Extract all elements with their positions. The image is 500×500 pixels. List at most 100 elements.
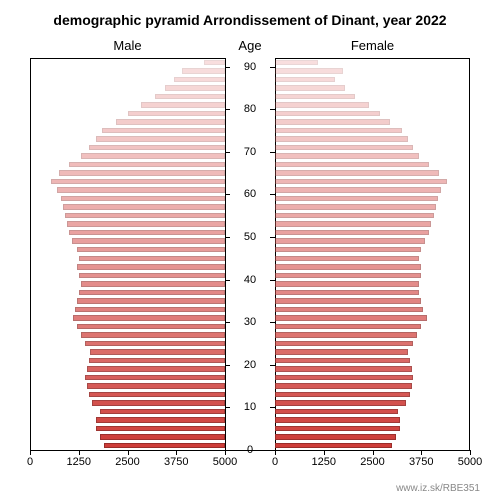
female-bar bbox=[275, 417, 400, 423]
female-bar bbox=[275, 128, 402, 134]
female-label: Female bbox=[275, 38, 470, 53]
y-tick: 20 bbox=[230, 359, 270, 371]
x-tick-left: 0 bbox=[27, 456, 33, 468]
female-bar bbox=[275, 162, 429, 168]
pyramid-chart: demographic pyramid Arrondissement of Di… bbox=[0, 0, 500, 500]
female-bar bbox=[275, 145, 413, 151]
female-bar bbox=[275, 273, 421, 279]
female-bar bbox=[275, 409, 398, 415]
female-bar bbox=[275, 256, 419, 262]
male-label: Male bbox=[30, 38, 225, 53]
male-bar bbox=[182, 68, 225, 74]
x-tick-left: 1250 bbox=[67, 456, 91, 468]
male-bar bbox=[165, 85, 225, 91]
female-bar bbox=[275, 307, 423, 313]
footer-credit: www.iz.sk/RBE351 bbox=[396, 483, 480, 494]
x-tick-left: 2500 bbox=[115, 456, 139, 468]
male-bar bbox=[77, 247, 225, 253]
female-bar bbox=[275, 281, 419, 287]
male-bar bbox=[79, 256, 225, 262]
female-bar bbox=[275, 434, 396, 440]
male-bar bbox=[69, 162, 225, 168]
male-bar bbox=[155, 94, 225, 100]
male-bar bbox=[104, 443, 225, 449]
x-tick-right: 5000 bbox=[458, 456, 482, 468]
female-bar bbox=[275, 153, 419, 159]
x-tick-left: 5000 bbox=[213, 456, 237, 468]
male-bar bbox=[96, 136, 225, 142]
female-bar bbox=[275, 298, 421, 304]
y-tick: 70 bbox=[230, 146, 270, 158]
male-bar bbox=[102, 128, 225, 134]
male-bar bbox=[63, 204, 225, 210]
female-bar bbox=[275, 213, 434, 219]
y-tick: 40 bbox=[230, 274, 270, 286]
plot-area: 5000375025001250001250250037505000010203… bbox=[30, 58, 470, 450]
male-bar bbox=[69, 230, 225, 236]
male-bar bbox=[96, 426, 225, 432]
x-tick-left: 3750 bbox=[164, 456, 188, 468]
female-bar bbox=[275, 179, 447, 185]
female-bar bbox=[275, 221, 431, 227]
y-tick: 10 bbox=[230, 401, 270, 413]
female-bar bbox=[275, 332, 417, 338]
female-bar bbox=[275, 85, 345, 91]
female-bar bbox=[275, 111, 380, 117]
female-bar bbox=[275, 383, 412, 389]
male-bar bbox=[51, 179, 225, 185]
female-bar bbox=[275, 426, 400, 432]
y-tick: 30 bbox=[230, 316, 270, 328]
male-bar bbox=[81, 153, 225, 159]
female-bar bbox=[275, 196, 438, 202]
male-bar bbox=[100, 434, 225, 440]
female-bar bbox=[275, 77, 335, 83]
male-bar bbox=[90, 349, 225, 355]
female-bar bbox=[275, 94, 355, 100]
male-bar bbox=[128, 111, 226, 117]
male-bar bbox=[89, 358, 226, 364]
male-bar bbox=[85, 375, 225, 381]
male-bar bbox=[96, 417, 225, 423]
x-tick-right: 2500 bbox=[360, 456, 384, 468]
age-label: Age bbox=[225, 38, 275, 53]
female-bar bbox=[275, 341, 413, 347]
female-bar bbox=[275, 119, 390, 125]
y-tick: 60 bbox=[230, 188, 270, 200]
male-bar bbox=[67, 221, 225, 227]
male-bar bbox=[79, 290, 225, 296]
male-bar bbox=[100, 409, 225, 415]
y-tick: 80 bbox=[230, 103, 270, 115]
female-bar bbox=[275, 204, 436, 210]
female-bar bbox=[275, 187, 441, 193]
male-bar bbox=[61, 196, 225, 202]
male-bar bbox=[65, 213, 225, 219]
female-bar bbox=[275, 392, 410, 398]
male-bar bbox=[79, 273, 225, 279]
x-tick-right: 0 bbox=[272, 456, 278, 468]
female-bar bbox=[275, 264, 421, 270]
male-bar bbox=[92, 400, 225, 406]
male-bar bbox=[174, 77, 225, 83]
male-bar bbox=[57, 187, 225, 193]
female-bar bbox=[275, 290, 419, 296]
male-bar bbox=[59, 170, 225, 176]
female-bar bbox=[275, 136, 408, 142]
female-bar bbox=[275, 400, 406, 406]
x-tick-right: 1250 bbox=[312, 456, 336, 468]
chart-title: demographic pyramid Arrondissement of Di… bbox=[0, 12, 500, 28]
male-bar bbox=[72, 238, 225, 244]
male-bar bbox=[141, 102, 225, 108]
male-bar bbox=[81, 281, 225, 287]
female-bar bbox=[275, 315, 427, 321]
female-bar bbox=[275, 358, 410, 364]
male-bar bbox=[85, 341, 225, 347]
male-bar bbox=[77, 264, 225, 270]
male-bar bbox=[81, 332, 225, 338]
male-bar bbox=[73, 315, 225, 321]
male-bar bbox=[89, 392, 226, 398]
male-bar bbox=[89, 145, 226, 151]
female-bar bbox=[275, 102, 369, 108]
female-bar bbox=[275, 324, 421, 330]
male-bar bbox=[87, 383, 225, 389]
female-bar bbox=[275, 68, 343, 74]
